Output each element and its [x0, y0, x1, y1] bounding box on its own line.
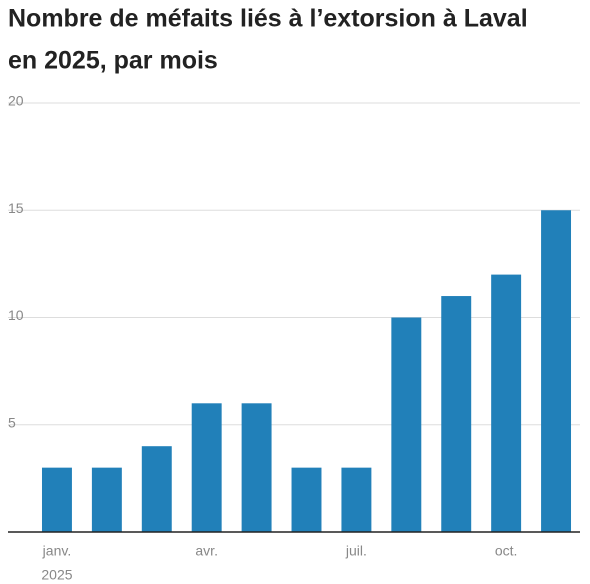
y-tick-label: 5 [8, 414, 16, 430]
x-tick-label: avr. [195, 543, 218, 559]
y-tick-label: 15 [8, 200, 24, 216]
chart-title: en 2025, par mois [8, 47, 218, 75]
bar [41, 467, 72, 532]
bar [191, 403, 222, 532]
bar [541, 210, 572, 532]
bar [91, 467, 122, 532]
bar [141, 446, 172, 532]
bar [491, 274, 522, 532]
y-tick-label: 20 [8, 93, 24, 109]
bar [441, 296, 472, 532]
x-tick-label: oct. [495, 543, 518, 559]
chart-title: Nombre de méfaits liés à l’extorsion à L… [8, 5, 528, 33]
y-tick-label: 10 [8, 307, 24, 323]
x-tick-label: janv. [42, 543, 72, 559]
bar [291, 467, 322, 532]
x-tick-sublabel: 2025 [41, 567, 72, 583]
bar [391, 317, 422, 532]
x-tick-label: juil. [345, 543, 367, 559]
bar [341, 467, 372, 532]
bar [241, 403, 272, 532]
